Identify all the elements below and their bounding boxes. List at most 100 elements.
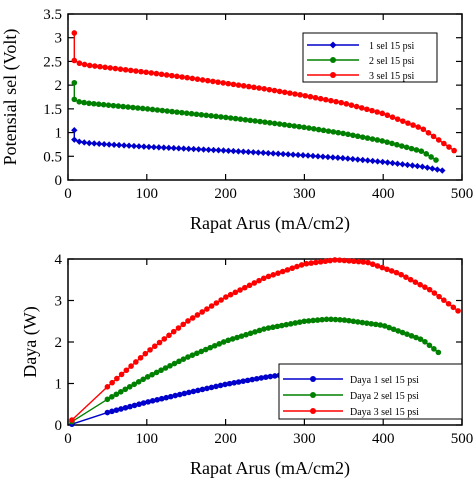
data-point [164,108,170,114]
data-point [319,153,327,160]
data-point [86,62,93,69]
data-point [337,317,343,323]
y-tick-label: 1 [55,377,63,393]
legend-marker [310,392,316,398]
data-point [223,114,229,121]
data-point [122,386,129,393]
data-point [379,158,386,166]
data-point [190,145,197,153]
data-point [118,406,124,412]
data-point [172,392,179,399]
data-point [109,379,115,386]
data-point [399,329,406,336]
data-point [335,129,342,136]
data-point [328,97,334,104]
data-point [130,104,136,111]
data-point [250,149,257,156]
data-point [213,300,220,306]
data-point [386,324,392,331]
data-point [341,257,348,264]
data-point [137,355,144,361]
data-point [431,290,438,296]
data-point [109,408,115,415]
data-point [71,136,78,143]
data-point [422,338,428,345]
data-point [350,132,356,139]
data-point [225,80,232,87]
data-point [247,330,254,337]
data-point [415,124,421,130]
series-2 [71,79,439,163]
data-point [115,103,122,109]
data-point [179,109,185,116]
data-point [359,319,366,326]
data-point [92,63,98,69]
data-point [309,152,317,160]
data-point [251,280,258,286]
data-point [301,124,307,131]
data-point [160,144,168,151]
data-point [252,118,258,124]
data-point [153,369,160,376]
series-2 [69,316,442,425]
data-point [388,268,395,274]
data-point [175,325,182,331]
data-point [312,94,319,101]
data-point [112,65,119,72]
data-point [235,82,242,88]
data-point [128,363,134,369]
data-point [244,377,251,384]
data-point [130,142,138,150]
data-point [199,309,205,315]
data-point [358,105,365,111]
data-point [104,384,111,390]
data-point [287,90,293,96]
data-point [262,119,268,125]
data-point [303,260,310,267]
x-tick-label: 500 [451,186,474,202]
legend-marker [310,376,316,382]
data-point [97,63,103,70]
data-point [223,294,229,300]
data-point [364,320,370,326]
data-point [324,153,332,161]
data-point [69,417,75,423]
data-point [245,148,252,156]
data-point [271,120,278,127]
data-point [425,130,432,136]
y-tick-label: 3.5 [43,7,62,23]
data-point [95,140,103,148]
data-point [256,327,263,334]
data-point [306,125,312,131]
data-point [118,371,125,378]
data-point [323,316,330,323]
data-point [394,141,400,148]
data-point [354,133,361,140]
data-point [204,306,210,312]
data-point [403,274,409,280]
data-point [161,336,168,342]
data-point [86,100,92,107]
data-point [113,407,120,413]
data-point [208,303,215,309]
data-point [109,393,115,400]
data-point [143,69,149,76]
data-point [252,329,258,335]
data-point [81,99,87,106]
data-point [389,114,396,120]
legend-label: Daya 3 sel 15 psi [350,407,419,418]
data-point [267,119,273,126]
data-point [445,300,452,307]
data-point [276,121,283,127]
data-point [311,126,317,132]
legend: Daya 1 sel 15 psi Daya 2 sel 15 psi Daya 3… [278,363,463,420]
data-point [251,84,257,91]
data-point [315,126,322,133]
data-point [365,259,371,266]
data-point [140,400,147,406]
data-point [169,72,175,79]
data-point [181,390,188,397]
data-point [195,387,201,394]
data-point [104,396,111,403]
legend-marker [329,41,337,49]
